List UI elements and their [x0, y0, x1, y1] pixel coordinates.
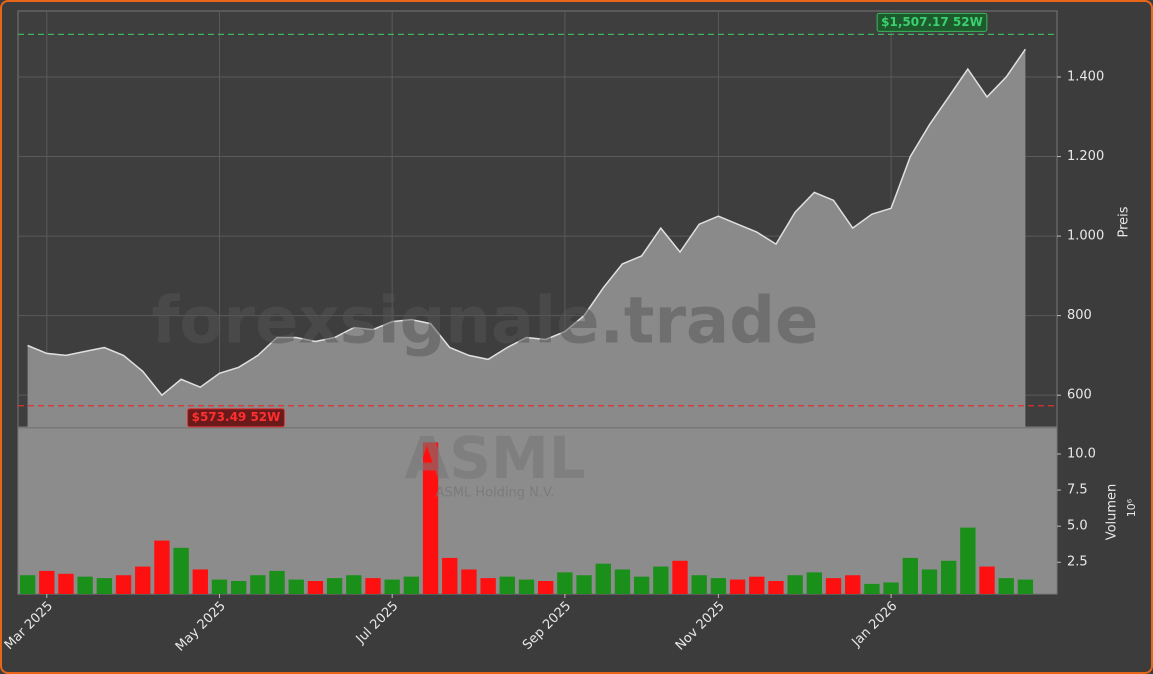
symbol: ASML — [404, 424, 585, 492]
x-tick-label: Sep 2025 — [520, 599, 574, 653]
volume-bar — [710, 578, 727, 594]
volume-bar — [768, 581, 784, 594]
low-label: $573.49 52W — [192, 410, 281, 424]
volume-bar — [307, 581, 324, 594]
volume-bar — [135, 566, 151, 594]
volume-bar — [729, 579, 746, 594]
x-tick-label: Jan 2026 — [849, 599, 901, 651]
volume-bar — [691, 575, 707, 594]
volume-bar — [346, 575, 362, 594]
volume-bar — [154, 540, 170, 594]
volume-bar — [115, 575, 132, 594]
x-tick-label: Jul 2025 — [353, 599, 402, 648]
volume-bar — [595, 563, 611, 594]
y-tick-label: 1.400 — [1067, 70, 1104, 85]
volume-bar — [403, 576, 420, 594]
volume-panel — [17, 427, 1058, 595]
watermark: forexsignale.trade — [152, 285, 819, 359]
y2-tick-label: 2.5 — [1067, 555, 1088, 570]
y-tick-label: 1.200 — [1067, 149, 1104, 164]
volume-bar — [384, 579, 400, 594]
y-tick-label: 800 — [1067, 308, 1092, 323]
volume-bar — [230, 581, 247, 594]
volume-bar — [921, 569, 938, 594]
x-tick-label: May 2025 — [173, 599, 229, 655]
high-label: $1,507.17 52W — [881, 15, 983, 29]
volume-bar — [614, 569, 631, 594]
volume-bar — [538, 581, 554, 594]
volume-bar — [173, 547, 189, 594]
price-area — [27, 49, 1026, 427]
low-label-box — [187, 408, 285, 428]
y2-tick-label: 7.5 — [1067, 483, 1088, 498]
volume-bar — [845, 575, 861, 594]
volume-bar — [480, 578, 496, 594]
volume-bar — [39, 570, 55, 594]
volume-bar — [211, 579, 228, 594]
volume-bar — [192, 569, 208, 594]
volume-bar — [633, 576, 650, 594]
volume-axis-title: Volumen — [1105, 484, 1120, 541]
y2-tick-label: 5.0 — [1067, 519, 1088, 534]
volume-bar — [58, 573, 74, 594]
volume-bar — [940, 560, 957, 594]
volume-bar — [806, 572, 823, 594]
price-axis-title: Preis — [1117, 206, 1132, 237]
volume-bar — [365, 578, 381, 594]
volume-bar — [787, 575, 803, 594]
y2-tick-label: 10.0 — [1067, 446, 1096, 461]
y-tick-label: 600 — [1067, 388, 1092, 403]
volume-bar — [883, 582, 899, 594]
volume-bar — [19, 575, 36, 594]
volume-bar — [749, 576, 765, 594]
volume-bar — [864, 583, 880, 594]
volume-bar — [979, 566, 995, 594]
volume-bar — [250, 575, 266, 594]
volume-bar — [902, 557, 918, 594]
volume-bar — [288, 579, 304, 594]
volume-bar — [998, 578, 1014, 594]
volume-bar — [77, 576, 93, 594]
volume-bar — [461, 569, 477, 594]
volume-bar — [326, 578, 343, 594]
volume-bar — [557, 572, 573, 594]
volume-bar — [422, 442, 439, 594]
x-tick-label: Nov 2025 — [673, 599, 728, 654]
volume-bar — [499, 576, 515, 594]
volume-unit: 10⁶ — [1125, 498, 1138, 517]
volume-bar — [1017, 579, 1034, 594]
volume-bar — [825, 578, 842, 594]
high-label-box — [876, 12, 988, 32]
volume-bar — [672, 560, 688, 594]
volume-bar — [442, 557, 458, 594]
volume-bar — [653, 566, 669, 594]
volume-bar — [960, 527, 976, 594]
price-line — [27, 48, 1027, 397]
volume-bar — [96, 578, 113, 594]
volume-bar — [269, 570, 285, 594]
y-tick-label: 1.000 — [1067, 229, 1104, 244]
x-tick-label: Mar 2025 — [2, 599, 56, 653]
volume-bar — [576, 575, 592, 594]
company: ASML Holding N.V. — [436, 486, 555, 501]
volume-bar — [518, 579, 535, 594]
